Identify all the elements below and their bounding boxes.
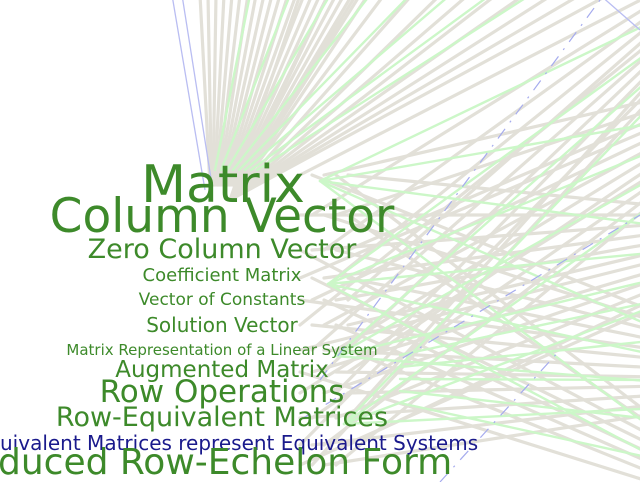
graph-edge — [334, 248, 640, 329]
graph-edge — [225, 0, 329, 172]
graph-edge — [310, 9, 640, 217]
node-equivalent-matrices-represent-equivalent-systems[interactable]: uivalent Matrices represent Equivalent S… — [0, 431, 479, 455]
graph-edge — [334, 354, 640, 382]
node-matrix[interactable]: Matrix — [141, 155, 305, 215]
graph-edge — [398, 389, 640, 419]
graph-edge — [255, 0, 525, 172]
graph-edge — [334, 281, 640, 358]
graph-edge — [172, 0, 206, 191]
graph-edge — [182, 0, 213, 186]
graph-edge — [237, 0, 407, 172]
node-row-operations[interactable]: Row Operations — [99, 374, 345, 410]
graph-edge — [318, 179, 640, 225]
graph-edge — [318, 124, 640, 183]
graph-edge — [198, 0, 212, 187]
graph-edge — [604, 0, 640, 31]
node-solution-vector[interactable]: Solution Vector — [146, 313, 298, 337]
graph-edge — [219, 0, 290, 172]
graph-edge — [221, 0, 273, 187]
graph-edge — [310, 323, 640, 359]
node-column-vector[interactable]: Column Vector — [49, 189, 395, 244]
graph-edge — [346, 122, 640, 252]
graph-edge — [249, 0, 486, 172]
graph-edge — [298, 370, 640, 481]
graph-edge — [228, 0, 410, 202]
graph-edge — [398, 303, 640, 357]
graph-edge — [334, 323, 640, 460]
graph-edge — [326, 154, 640, 286]
graph-edge — [398, 340, 640, 369]
graph-edge — [322, 348, 640, 369]
node-zero-column-vector[interactable]: Zero Column Vector — [87, 234, 357, 265]
graph-edge — [346, 348, 640, 470]
graph-edge — [342, 212, 640, 426]
graph-edge — [318, 26, 640, 183]
graph-edge — [334, 293, 640, 420]
edge-group-blue — [172, 0, 640, 482]
graph-edge — [318, 179, 640, 421]
graph-edge — [228, 0, 548, 202]
graph-edge — [213, 0, 251, 172]
node-coefficient-matrix[interactable]: Coefficient Matrix — [142, 265, 302, 286]
node-matrix-representation-linear-system[interactable]: Matrix Representation of a Linear System — [66, 341, 378, 359]
graph-edge — [342, 407, 640, 426]
graph-edge — [215, 0, 242, 187]
graph-edge — [299, 214, 640, 421]
graph-edge — [322, 100, 640, 177]
graph-edge — [228, 0, 493, 202]
graph-edge — [239, 0, 367, 187]
graph-edge — [398, 401, 640, 457]
node-augmented-matrix[interactable]: Augmented Matrix — [115, 357, 329, 383]
graph-edge — [211, 0, 218, 187]
graph-edge — [342, 310, 640, 426]
graph-edge — [231, 0, 368, 172]
graph-edge — [398, 377, 640, 382]
graph-edge — [212, 0, 226, 187]
graph-edge — [346, 173, 640, 206]
edge-group-green — [213, 0, 640, 457]
graph-edge — [318, 179, 640, 323]
node-vector-of-constants[interactable]: Vector of Constants — [138, 290, 306, 310]
graph-edge — [226, 0, 296, 187]
graph-edge — [298, 394, 640, 420]
graph-edge — [319, 0, 601, 381]
graph-edge — [228, 0, 603, 202]
node-reduced-row-echelon-form[interactable]: duced Row-Echelon Form — [0, 442, 453, 483]
graph-edge — [326, 56, 640, 286]
graph-edge — [298, 0, 640, 177]
graph-edge — [334, 183, 640, 358]
graph-edge — [326, 252, 640, 286]
graph-edge — [220, 0, 265, 187]
graph-edge — [326, 282, 640, 353]
graph-edge — [228, 0, 575, 202]
graph-edge — [243, 0, 446, 172]
graph-edge — [334, 86, 640, 358]
graph-edge — [310, 223, 640, 252]
graph-edge — [228, 0, 328, 202]
graph-edge — [206, 0, 214, 187]
graph-edge — [326, 282, 640, 451]
node-row-equivalent-matrices[interactable]: Row-Equivalent Matrices — [55, 402, 389, 433]
graph-edge — [298, 298, 640, 349]
